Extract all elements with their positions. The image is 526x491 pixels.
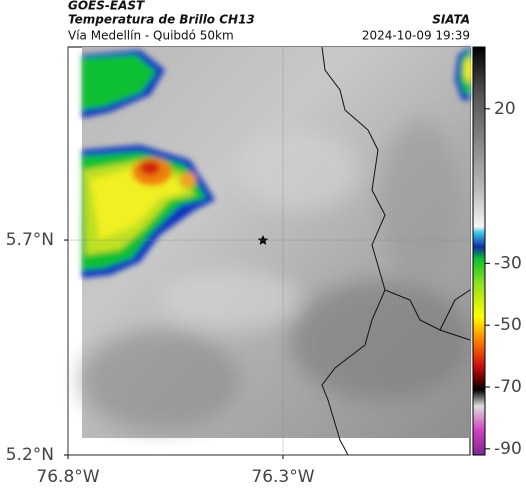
colorbar-label: -30 [494, 253, 522, 273]
colorbar-label: -50 [494, 315, 522, 335]
borders [321, 46, 471, 456]
timestamp: 2024-10-09 19:39 [362, 29, 470, 43]
x-tick-label: 76.3°W [251, 467, 314, 487]
y-tick-label: 5.7°N [6, 230, 54, 250]
y-tick-label: 5.2°N [6, 445, 54, 465]
colorbar [472, 46, 486, 456]
subtitle: Temperatura de Brillo CH13 [68, 13, 255, 27]
source: SIATA [432, 13, 470, 27]
x-tick-label: 76.8°W [36, 467, 99, 487]
route: Vía Medellín - Quibdó 50km [68, 29, 234, 43]
satellite-image [80, 47, 472, 438]
colorbar-label: 20 [494, 99, 516, 119]
colorbar-label: -90 [494, 439, 522, 459]
title: GOES-EAST [68, 0, 145, 13]
colorbar-label: -70 [494, 377, 522, 397]
